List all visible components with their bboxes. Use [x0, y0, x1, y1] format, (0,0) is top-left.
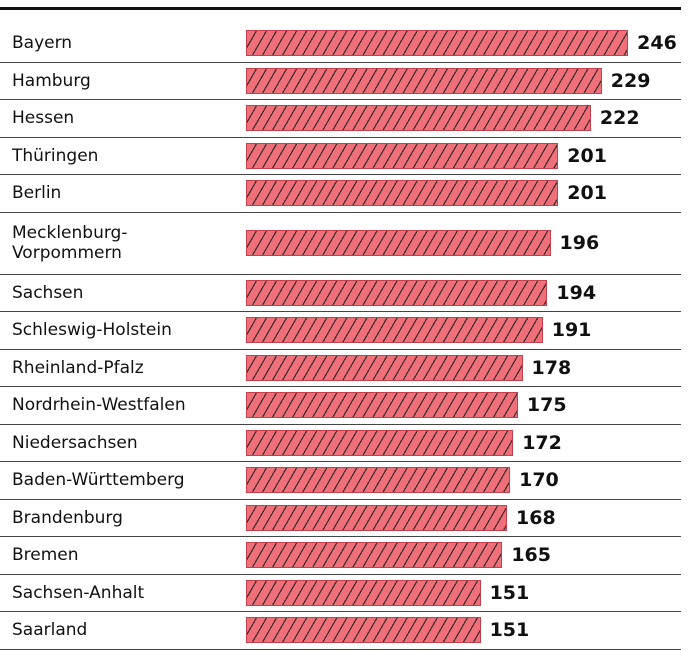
category-label: Brandenburg: [12, 507, 123, 528]
value-label: 175: [526, 394, 567, 417]
bar: [246, 279, 548, 306]
category-label: Thüringen: [12, 145, 99, 166]
bar: [246, 542, 503, 569]
category-label: Hessen: [12, 108, 75, 129]
value-label: 151: [489, 581, 530, 604]
bar: [246, 504, 507, 531]
row: Brandenburg 168: [0, 500, 681, 537]
category-label: Hamburg: [12, 70, 91, 91]
row: Sachsen 194: [0, 275, 681, 312]
category-label: Schleswig-Holstein: [12, 320, 172, 341]
row: Sachsen-Anhalt 151: [0, 575, 681, 612]
bar: [246, 467, 511, 494]
value-label: 194: [556, 281, 597, 304]
value-label: 172: [522, 431, 562, 454]
bar: [246, 392, 518, 419]
category-label: Berlin: [12, 183, 62, 204]
bar: [246, 30, 629, 57]
row: Niedersachsen 172: [0, 425, 681, 462]
bar: [246, 67, 602, 94]
bar: [246, 142, 559, 169]
bar: [246, 105, 591, 132]
row: Schleswig-Holstein 191: [0, 312, 681, 350]
category-label: Bremen: [12, 545, 79, 566]
row: Bremen 165: [0, 537, 681, 575]
category-label: Bayern: [12, 33, 73, 54]
value-label: 222: [599, 107, 640, 130]
bar: [246, 230, 551, 256]
bar: [246, 429, 514, 456]
value-label: 196: [559, 232, 600, 254]
row: Berlin 201: [0, 175, 681, 213]
row: Bayern 246: [0, 25, 681, 63]
category-label: Mecklenburg- Vorpommern: [12, 223, 128, 263]
top-rule: [0, 7, 681, 10]
bar: [246, 354, 523, 381]
row: Rheinland-Pfalz 178: [0, 350, 681, 387]
row: Mecklenburg- Vorpommern 196: [0, 213, 681, 275]
value-label: 151: [489, 619, 530, 642]
row: Nordrhein-Westfalen 175: [0, 387, 681, 425]
bar: [246, 180, 559, 207]
category-label: Baden-Württemberg: [12, 470, 185, 491]
bar: [246, 317, 543, 344]
value-label: 229: [610, 69, 651, 92]
value-label: 170: [519, 469, 559, 492]
row: Saarland 151: [0, 612, 681, 650]
category-label: Sachsen: [12, 282, 84, 303]
category-label: Nordrhein-Westfalen: [12, 395, 186, 416]
row: Thüringen 201: [0, 138, 681, 175]
value-label: 191: [551, 319, 592, 342]
row: Hamburg 229: [0, 63, 681, 100]
value-label: 165: [511, 544, 551, 567]
row: Hessen 222: [0, 100, 681, 138]
category-label: Rheinland-Pfalz: [12, 357, 144, 378]
category-label: Saarland: [12, 620, 88, 641]
value-label: 178: [531, 356, 572, 379]
value-label: 168: [516, 506, 556, 529]
value-label: 201: [567, 144, 607, 167]
bar: [246, 579, 481, 606]
row: Baden-Württemberg 170: [0, 462, 681, 500]
value-label: 201: [567, 182, 607, 205]
bar: [246, 617, 481, 644]
category-label: Sachsen-Anhalt: [12, 582, 145, 603]
value-label: 246: [637, 32, 677, 55]
category-label: Niedersachsen: [12, 432, 138, 453]
